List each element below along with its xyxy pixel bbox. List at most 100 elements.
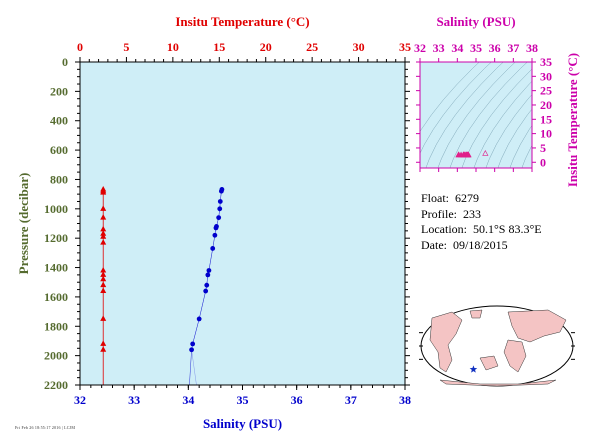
- salinity-tick-label: 38: [399, 393, 411, 407]
- temperature-tick-label: 35: [399, 40, 411, 54]
- salinity-point: [210, 246, 216, 251]
- profile-line: Profile: 233: [421, 207, 542, 223]
- temperature-tick-label: 20: [260, 40, 272, 54]
- main-plot-series: [100, 185, 225, 386]
- salinity-point: [218, 188, 224, 194]
- pressure-tick-label: 1600: [44, 290, 68, 304]
- density-contour: [485, 94, 532, 168]
- inset-temperature-tick-label: 30: [540, 69, 552, 83]
- salinity-tick-label: 35: [237, 393, 249, 407]
- salinity-point: [213, 225, 219, 231]
- density-contour: [473, 80, 532, 168]
- map-frame-ticks: [419, 332, 575, 360]
- pressure-tick-label: 400: [50, 114, 68, 128]
- pressure-tick-label: 800: [50, 172, 68, 186]
- plot-stamp: Fri Feb 26 18:55:17 2016 | LCJM: [15, 425, 76, 430]
- inset-salinity-tick-label: 36: [489, 41, 501, 55]
- inset-salinity-tick-label: 38: [526, 41, 538, 55]
- salinity-tick-label: 34: [182, 393, 194, 407]
- density-contour: [509, 124, 532, 168]
- density-contour: [497, 108, 532, 168]
- pressure-tick-label: 2000: [44, 349, 68, 363]
- inset-salinity-tick-label: 37: [507, 41, 519, 55]
- location-label: Location:: [421, 222, 467, 236]
- salinity-point: [217, 206, 223, 212]
- temperature-point: [100, 225, 107, 232]
- temperature-point: [100, 189, 107, 195]
- pressure-tick-label: 1400: [44, 261, 68, 275]
- inset-salinity-tick-label: 34: [451, 41, 463, 55]
- pressure-tick-label: 1800: [44, 319, 68, 333]
- location-value: 50.1°S 83.3°E: [472, 222, 542, 236]
- map-landmass: [479, 355, 499, 371]
- temperature-point: [100, 233, 107, 239]
- main-profile-plot: 0200400600800100012001400160018002000220…: [16, 14, 411, 431]
- temperature-tick-label: 25: [306, 40, 318, 54]
- density-contour: [420, 62, 480, 133]
- temperature-point: [100, 281, 107, 288]
- left-axis-title: Pressure (decibar): [16, 173, 31, 275]
- map-landmass: [429, 311, 463, 373]
- salinity-point: [190, 341, 196, 347]
- temperature-point: [100, 205, 107, 211]
- inset-top-axis-title: Salinity (PSU): [436, 14, 515, 29]
- pressure-tick-label: 200: [50, 84, 68, 98]
- density-contour: [461, 68, 532, 168]
- density-contour: [437, 62, 516, 168]
- density-contours: [420, 52, 601, 173]
- inset-salinity-tick-label: 35: [470, 41, 482, 55]
- location-line: Location: 50.1°S 83.3°E: [421, 222, 542, 238]
- inset-temperature-tick-label: 10: [540, 127, 552, 141]
- temperature-tick-label: 30: [353, 40, 365, 54]
- temperature-point: [100, 275, 107, 282]
- float-label: Float:: [421, 191, 450, 205]
- map-land: [429, 309, 567, 387]
- ts-point: [482, 150, 489, 156]
- inset-plot-series: [455, 150, 489, 158]
- pressure-tick-label: 2200: [44, 378, 68, 392]
- salinity-tick-label: 36: [291, 393, 303, 407]
- bottom-axis-title: Salinity (PSU): [203, 416, 282, 431]
- temperature-point: [100, 230, 107, 236]
- pressure-tick-label: 0: [62, 55, 68, 69]
- temperature-tick-label: 10: [167, 40, 179, 54]
- salinity-point: [206, 268, 212, 273]
- profile-value: 233: [463, 206, 481, 221]
- temperature-point: [100, 315, 107, 321]
- density-contour: [420, 62, 492, 154]
- date-label: Date:: [421, 237, 447, 252]
- pressure-tick-label: 1000: [44, 202, 68, 216]
- inset-salinity-tick-label: 32: [414, 41, 426, 55]
- temperature-tick-label: 15: [213, 40, 225, 54]
- float-line: Float: 6279: [421, 191, 542, 207]
- salinity-point: [204, 282, 210, 288]
- salinity-point: [216, 215, 222, 221]
- date-value: 09/18/2015: [453, 237, 508, 252]
- salinity-point: [196, 316, 202, 322]
- float-value: 6279: [455, 191, 480, 205]
- temperature-point: [100, 271, 107, 277]
- ts-point: [465, 151, 472, 158]
- inset-right-axis-title: Insitu Temperature (°C): [565, 53, 580, 187]
- inset-temperature-tick-label: 5: [540, 141, 546, 155]
- salinity-point: [205, 272, 211, 278]
- inset-temperature-tick-label: 0: [540, 155, 546, 169]
- float-info-panel: Float: 6279 Profile: 233 Location: 50.1°…: [421, 191, 542, 253]
- salinity-point: [212, 232, 218, 238]
- temperature-point: [100, 340, 107, 346]
- map-landmass: [503, 339, 527, 373]
- temperature-point: [100, 266, 107, 273]
- salinity-tick-label: 32: [74, 393, 86, 407]
- temperature-point: [100, 239, 107, 245]
- temperature-point: [100, 214, 107, 220]
- density-contour: [580, 52, 601, 173]
- inset-temperature-tick-label: 25: [540, 84, 552, 98]
- inset-salinity-tick-label: 33: [433, 41, 445, 55]
- pressure-tick-label: 600: [50, 143, 68, 157]
- inset-temperature-tick-label: 20: [540, 98, 552, 112]
- profile-label: Profile:: [421, 206, 457, 221]
- map-landmass: [439, 379, 557, 387]
